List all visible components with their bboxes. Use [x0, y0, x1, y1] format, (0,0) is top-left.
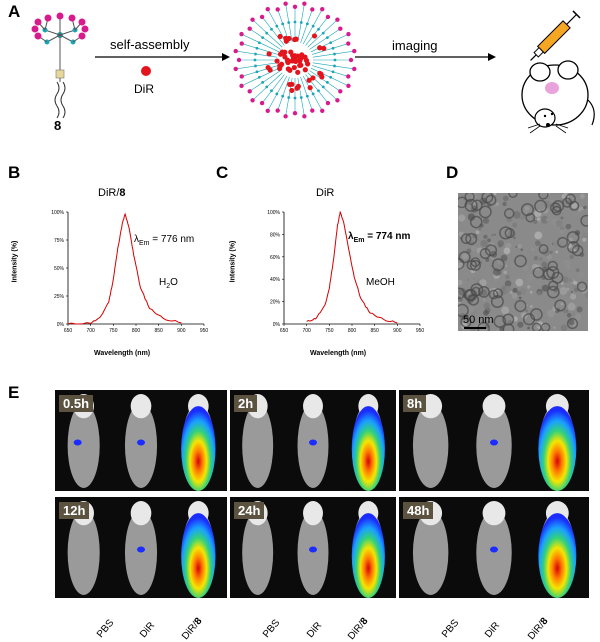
timepoint-badge: 2h	[234, 395, 258, 412]
spectrum-c-ylabel: Intensity (%)	[229, 240, 237, 283]
spectrum-b-lambda-symbol: λ	[134, 234, 139, 245]
y-tick-label: 80%	[270, 232, 281, 238]
imaging-frame: 2h	[230, 390, 396, 491]
imaging-frame: 0.5h	[55, 390, 227, 491]
y-tick-label: 100%	[51, 210, 64, 216]
x-tick-label: 850	[370, 328, 379, 334]
timepoint-badge: 48h	[403, 502, 434, 519]
x-tick-label: 900	[393, 328, 402, 334]
arrow2-label: imaging	[392, 38, 438, 53]
imaging-frame-canvas	[242, 501, 385, 598]
arrow1-label: self-assembly	[110, 37, 190, 52]
spectrum-b-solvent-sub: 2	[166, 283, 171, 290]
x-tick-label: 800	[348, 328, 357, 334]
imaging-frame-canvas	[412, 394, 577, 491]
x-tick-label: 950	[416, 328, 425, 334]
spectrum-b-title-bold: 8	[119, 187, 126, 199]
y-tick-label: 40%	[270, 277, 281, 283]
spectrum-c-title: DiR	[316, 187, 335, 199]
scale-bar-line	[464, 327, 486, 329]
y-tick-label: 75%	[54, 238, 65, 244]
scheme-diagram	[31, 1, 595, 134]
spectrum-series-line	[67, 212, 182, 325]
spectrum-b-ylabel: Intensity (%)	[11, 240, 19, 283]
mouse-injection-icon	[521, 10, 595, 134]
panel-label-e: E	[8, 383, 20, 402]
imaging-frame: 24h	[230, 497, 396, 598]
mouse-label-pbs-2: PBS	[261, 617, 283, 641]
imaging-frame-canvas	[67, 501, 216, 598]
dir-dye-dot	[141, 66, 151, 76]
timepoint-badge: 0.5h	[59, 395, 94, 412]
mouse-label-dir-1: DiR	[138, 620, 158, 641]
x-tick-label: 650	[64, 328, 73, 334]
spectrum-c-lambda-symbol: λ	[348, 231, 354, 242]
x-tick-label: 700	[302, 328, 311, 334]
y-tick-label: 50%	[54, 266, 65, 272]
x-tick-label: 750	[325, 328, 334, 334]
spectrum-b-lambda: λEm = 776 nm	[134, 234, 194, 247]
spectrum-c-lambda: λEm = 774 nm	[348, 231, 410, 244]
imaging-frame: 48h	[399, 497, 589, 598]
y-tick-label: 0%	[273, 322, 281, 328]
y-tick-label: 25%	[54, 294, 65, 300]
mouse-label-dir8-1: DiR/8	[180, 616, 205, 642]
dye-label: DiR	[134, 82, 154, 96]
x-tick-label: 650	[280, 328, 289, 334]
x-tick-label: 800	[132, 328, 141, 334]
mouse-label-pbs-3: PBS	[440, 617, 462, 641]
mouse-label-dir8-2: DiR/8	[346, 616, 371, 642]
spectrum-b-lambda-sub: Em	[139, 240, 150, 247]
y-tick-label: 100%	[267, 210, 280, 216]
nanoparticle-assembly	[233, 1, 357, 119]
x-tick-label: 950	[200, 328, 209, 334]
spectrum-c-lambda-value: = 774 nm	[367, 231, 411, 242]
x-tick-label: 750	[109, 328, 118, 334]
spectrum-b-solvent: H2O	[159, 277, 178, 290]
tem-scale-bar: 50 nm	[463, 314, 494, 326]
spectrum-chart-b: 650 700 750 800 850 900 950 0% 25% 50% 75% 100%	[51, 210, 209, 334]
mouse-label-dir8-3: DiR/8	[526, 616, 551, 642]
spectrum-chart-c: 650 700 750 800 850 900 950 0% 20% 40% 60% 80% 100%	[267, 210, 425, 334]
imaging-frame-canvas	[242, 394, 385, 491]
spectrum-c-xlabel: Wavelength (nm)	[310, 350, 367, 357]
y-tick-label: 60%	[270, 255, 281, 261]
mouse-label-dir-3: DiR	[483, 620, 503, 641]
imaging-frame: 12h	[55, 497, 227, 598]
mouse-label-dir-2: DiR	[305, 620, 325, 641]
spectrum-c-solvent: MeOH	[366, 277, 395, 288]
y-tick-label: 20%	[270, 300, 281, 306]
x-tick-label: 700	[86, 328, 95, 334]
spectrum-series-line	[306, 211, 398, 324]
spectrum-b-title: DiR/8	[98, 187, 126, 199]
imaging-frame: 8h	[399, 390, 589, 491]
timepoint-badge: 24h	[234, 502, 265, 519]
panel-label-d: D	[446, 163, 459, 182]
spectrum-b-solvent-main: H	[159, 277, 167, 288]
y-tick-label: 0%	[57, 322, 65, 328]
x-tick-label: 850	[154, 328, 163, 334]
dendron-molecule	[31, 12, 89, 119]
tem-micrograph	[458, 193, 588, 331]
timepoint-badge: 12h	[59, 502, 90, 519]
timepoint-badge: 8h	[403, 395, 427, 412]
panel-label-b: B	[8, 163, 21, 182]
x-tick-label: 900	[177, 328, 186, 334]
compound-label: 8	[54, 118, 62, 133]
spectrum-b-xlabel: Wavelength (nm)	[94, 350, 151, 357]
spectrum-b-solvent-tail: O	[170, 277, 178, 288]
spectrum-c-lambda-sub: Em	[353, 237, 365, 244]
panel-label-c: C	[216, 163, 229, 182]
mouse-label-pbs-1: PBS	[95, 617, 117, 641]
panel-label-a: A	[8, 2, 21, 21]
spectrum-b-title-prefix: DiR/	[98, 187, 120, 199]
spectrum-b-lambda-value: = 776 nm	[152, 234, 195, 245]
